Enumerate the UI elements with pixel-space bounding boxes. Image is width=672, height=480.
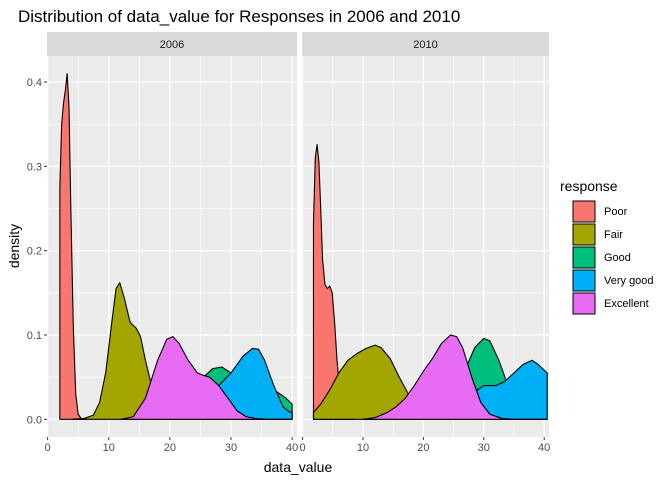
y-axis-ticks: 0.0 0.1 0.2 0.3 0.4 xyxy=(27,77,47,426)
legend-label-good: Good xyxy=(604,252,631,264)
x-tick-label: 10 xyxy=(357,442,369,454)
legend: response Poor Fair Good Very good Excellent xyxy=(560,178,654,315)
y-tick-label: 0.2 xyxy=(27,246,42,258)
facet-strip xyxy=(47,32,297,56)
density-curves xyxy=(312,143,548,420)
x-tick-label: 30 xyxy=(478,442,490,454)
legend-label-very-good: Very good xyxy=(604,275,654,287)
legend-key-poor xyxy=(572,200,596,223)
legend-key-excellent xyxy=(572,292,596,315)
density-area-excellent xyxy=(362,334,548,420)
legend-title: response xyxy=(560,178,618,194)
x-axis-title: data_value xyxy=(264,459,333,475)
facet-panel-2010: 2010 0 10 20 30 40 xyxy=(300,32,550,454)
x-tick-label: 0 xyxy=(45,442,51,454)
facet-panel-2006: 2006 0 10 20 30 40 0.0 0.1 0.2 0.3 0.4 xyxy=(27,32,298,454)
x-tick-label: 40 xyxy=(286,442,298,454)
x-tick-label: 20 xyxy=(417,442,429,454)
legend-key-fair xyxy=(572,223,596,246)
density-area-poor xyxy=(59,73,85,420)
density-area-excellent xyxy=(120,336,293,420)
legend-label-excellent: Excellent xyxy=(604,298,649,310)
facet-strip-label: 2006 xyxy=(160,39,184,51)
x-axis-ticks: 0 10 20 30 40 xyxy=(45,437,298,454)
y-axis-title: density xyxy=(6,224,22,268)
x-tick-label: 10 xyxy=(103,442,115,454)
y-tick-label: 0.4 xyxy=(27,77,42,89)
chart-title: Distribution of data_value for Responses… xyxy=(18,7,460,26)
y-tick-label: 0.0 xyxy=(27,414,42,426)
y-tick-label: 0.1 xyxy=(27,330,42,342)
x-tick-label: 30 xyxy=(225,442,237,454)
legend-key-very-good xyxy=(572,269,596,292)
x-axis-ticks: 0 10 20 30 40 xyxy=(300,437,550,454)
y-tick-label: 0.3 xyxy=(27,161,42,173)
x-tick-label: 40 xyxy=(538,442,550,454)
facet-panels: 2006 0 10 20 30 40 0.0 0.1 0.2 0.3 0.4 2010 0 10 20 30 4… xyxy=(27,32,550,454)
legend-label-poor: Poor xyxy=(604,206,628,218)
facet-strip xyxy=(302,32,549,56)
legend-label-fair: Fair xyxy=(604,229,623,241)
density-curves xyxy=(59,73,293,420)
facet-strip-label: 2010 xyxy=(413,39,437,51)
x-tick-label: 20 xyxy=(164,442,176,454)
x-tick-label: 0 xyxy=(300,442,306,454)
legend-key-good xyxy=(572,246,596,269)
